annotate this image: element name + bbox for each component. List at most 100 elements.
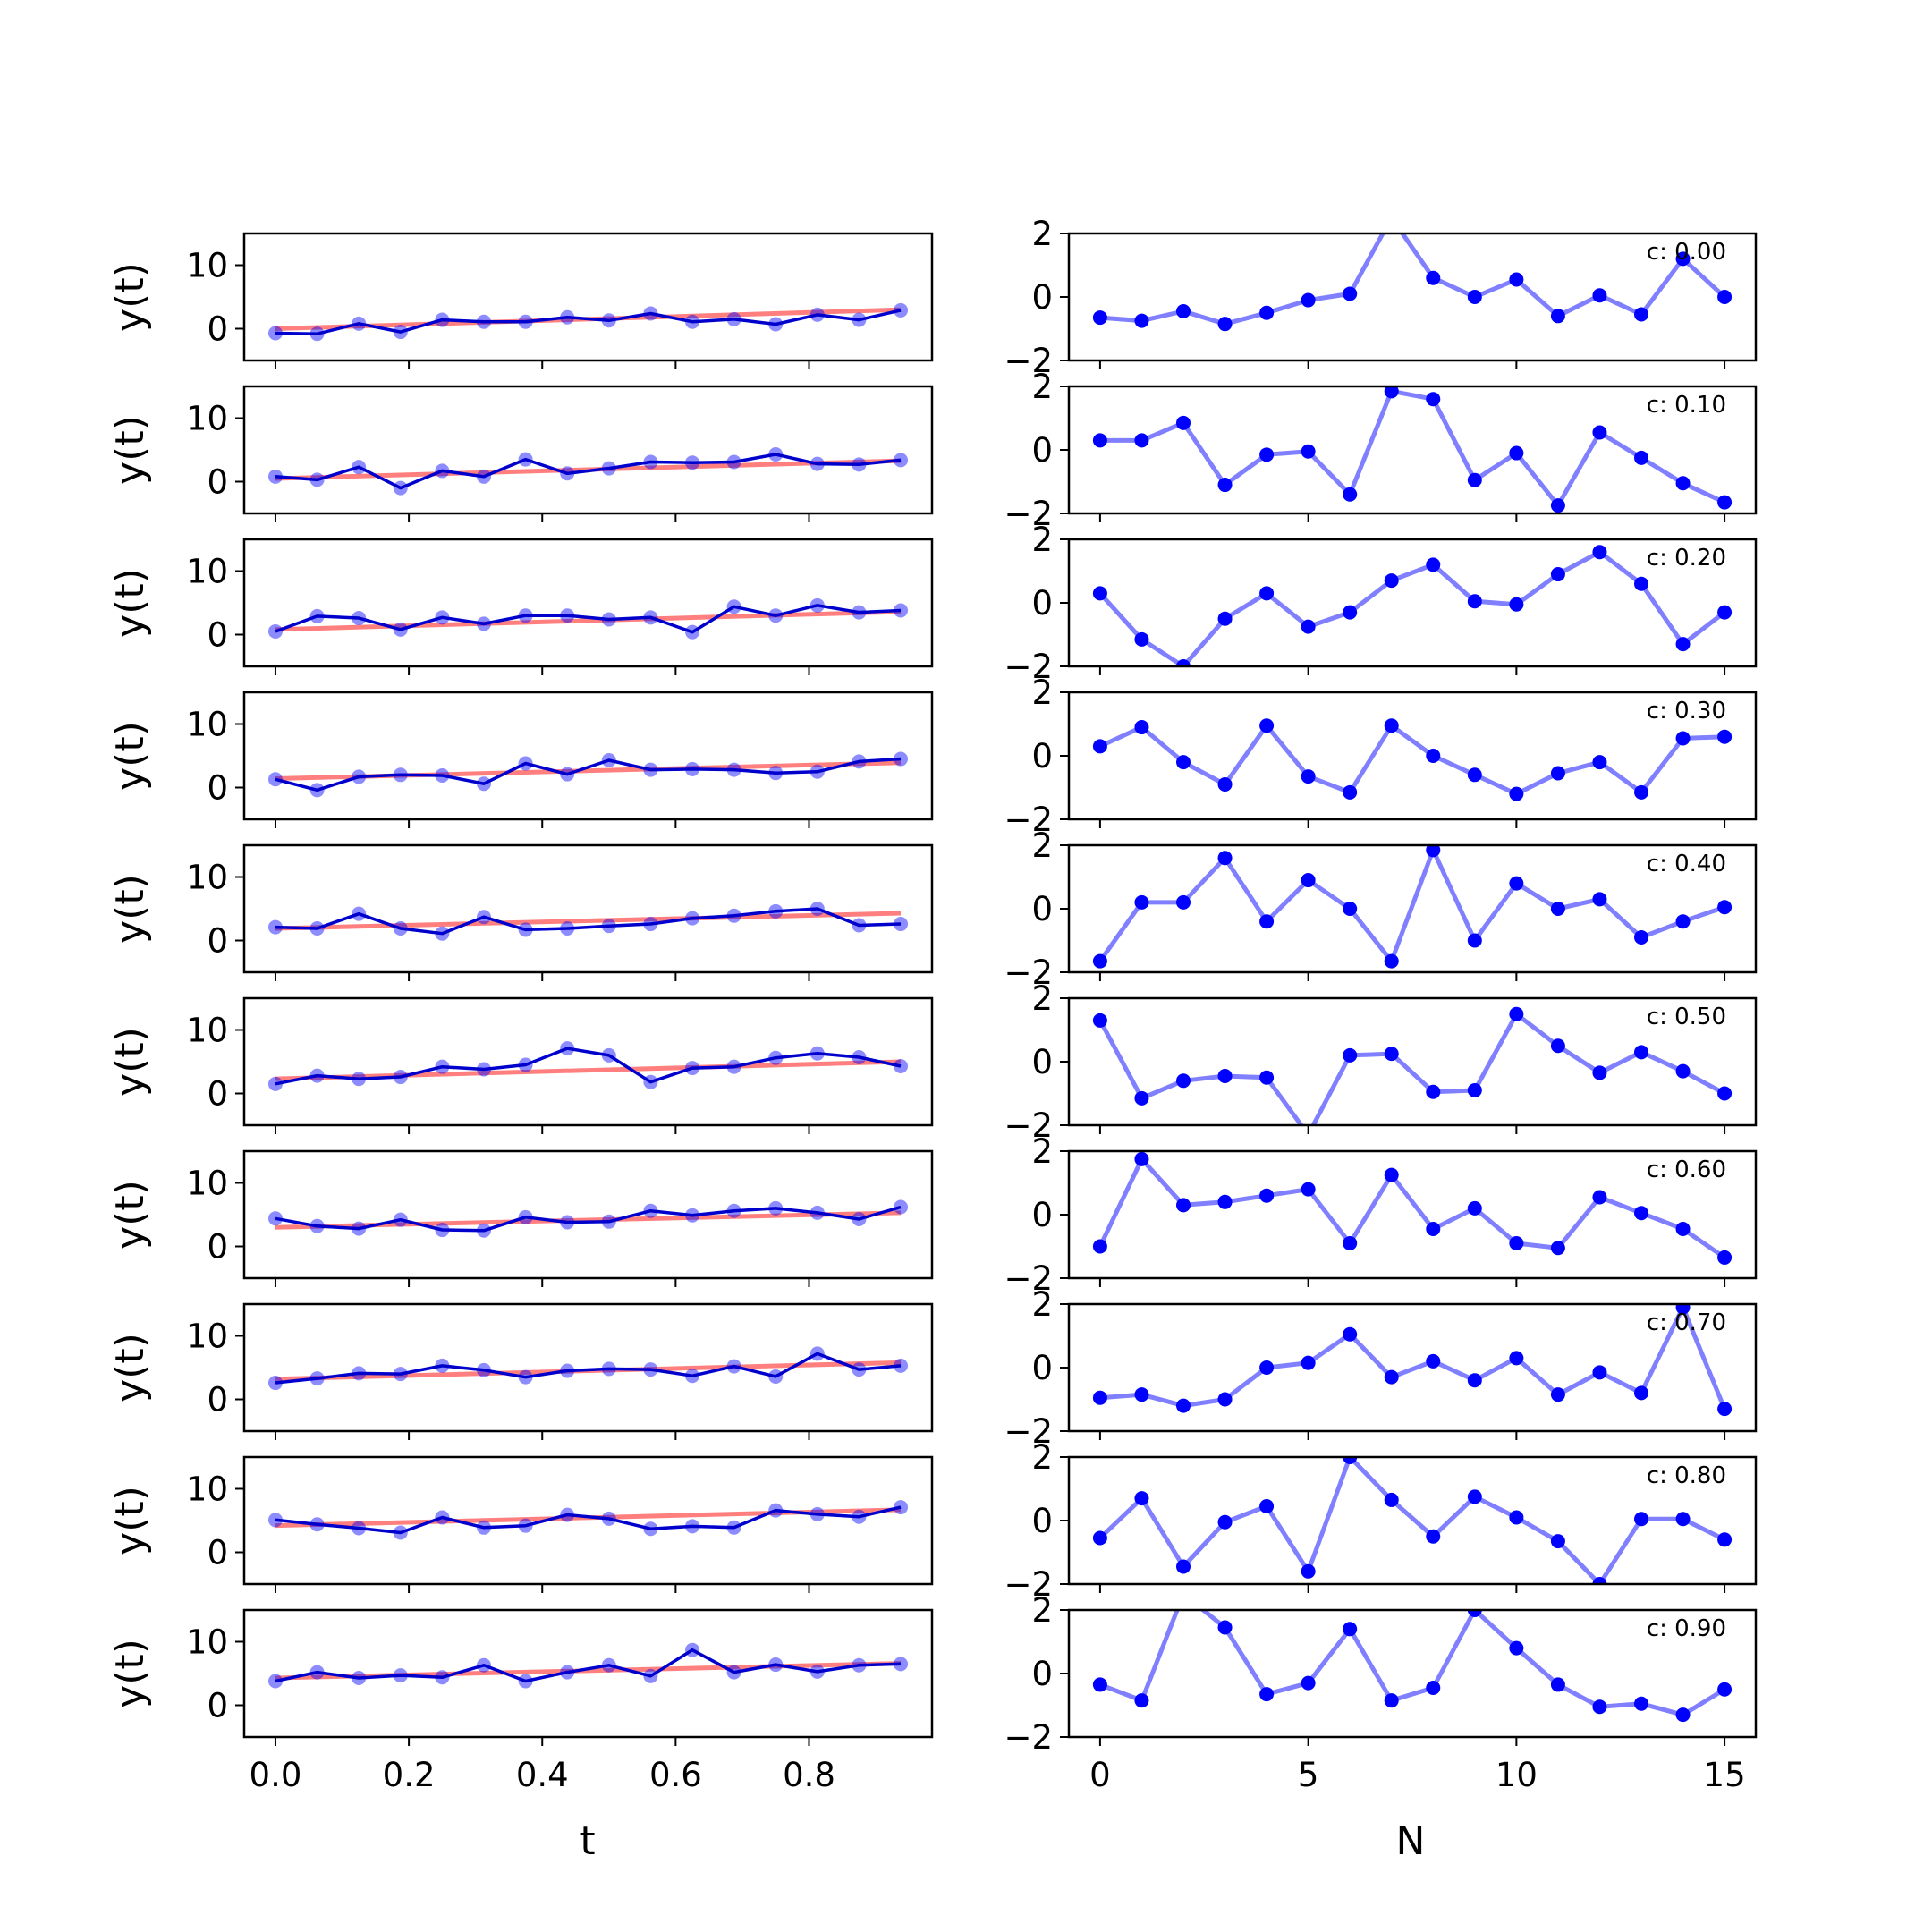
y-tick-label: 0 <box>1031 1196 1053 1234</box>
data-point <box>1717 729 1733 744</box>
axes-frame <box>242 996 934 1127</box>
axes-frame <box>242 1608 934 1739</box>
data-point <box>1467 290 1482 304</box>
right-panel-9: −2 0 2 0 5 10 15 c: 0.90 <box>1004 1591 1758 1794</box>
data-point <box>1217 851 1233 866</box>
left-column: 0 10 y(t) 0 10 y(t) 0 10 y(t) 0 10 y(t) 0 10 y(t) 0 10 y(… <box>107 232 934 1794</box>
series-line <box>275 1205 902 1233</box>
data-point <box>1343 902 1358 916</box>
x-tick-label: 0.2 <box>383 1756 436 1794</box>
y-tick-label: 10 <box>186 400 228 438</box>
x-tick-label: 0.8 <box>783 1756 835 1794</box>
data-marker <box>894 751 909 767</box>
y-tick-label: 0 <box>207 769 228 808</box>
data-point <box>1550 1387 1565 1402</box>
y-tick-label: 2 <box>1031 979 1053 1018</box>
data-point <box>1509 1510 1524 1525</box>
y-axis-title: y(t) <box>107 568 153 638</box>
data-point <box>1467 1373 1482 1388</box>
data-point <box>1176 1073 1191 1089</box>
data-point <box>1134 1693 1149 1708</box>
y-tick-label: 10 <box>186 1012 228 1050</box>
data-point <box>1467 1610 1482 1617</box>
data-point <box>1384 1492 1399 1507</box>
right-panel-5: −2 0 2 c: 0.50 <box>1004 979 1758 1145</box>
data-point <box>1467 1200 1482 1216</box>
data-point <box>1634 450 1648 465</box>
data-point <box>1717 1086 1733 1101</box>
y-tick-label: 2 <box>1031 826 1053 865</box>
data-point <box>1134 433 1149 448</box>
series-line <box>1097 847 1725 964</box>
axes-frame <box>242 691 934 821</box>
data-point <box>1217 1514 1233 1530</box>
data-point <box>1717 1682 1733 1697</box>
y-axis-title: y(t) <box>107 1180 153 1250</box>
data-point <box>1259 305 1275 320</box>
data-point <box>1385 210 1399 225</box>
y-tick-label: 2 <box>1031 368 1053 406</box>
left-panel-4: 0 10 y(t) <box>107 843 934 981</box>
data-point <box>1134 894 1149 910</box>
data-point <box>1509 272 1524 287</box>
y-tick-label: −2 <box>1004 342 1053 380</box>
axes-frame <box>242 1455 934 1586</box>
data-point <box>1426 1353 1441 1368</box>
data-point <box>1634 576 1648 591</box>
series-line <box>1098 549 1726 666</box>
data-point <box>1717 495 1733 510</box>
y-tick-label: 0 <box>1031 278 1053 317</box>
data-point <box>1467 933 1482 948</box>
y-tick-label: 0 <box>207 1687 228 1725</box>
axes-frame <box>242 385 934 515</box>
data-point <box>1467 767 1482 783</box>
data-point <box>1343 1622 1358 1637</box>
data-marker <box>894 453 909 468</box>
right-panel-3: −2 0 2 c: 0.30 <box>1004 674 1758 839</box>
left-panel-0: 0 10 y(t) <box>107 232 934 369</box>
y-tick-label: −2 <box>1004 1412 1053 1451</box>
data-point <box>1426 1680 1441 1695</box>
data-point <box>1301 1355 1316 1370</box>
right-panel-1: −2 0 2 c: 0.10 <box>1004 368 1758 533</box>
y-tick-label: −2 <box>1004 1718 1053 1757</box>
series-line <box>275 1648 902 1683</box>
plot-area <box>1092 1610 1733 1723</box>
x-tick-label: 5 <box>1298 1756 1319 1794</box>
y-tick-label: 0 <box>1031 1502 1053 1540</box>
data-point <box>1467 1082 1482 1097</box>
left-panel-1: 0 10 y(t) <box>107 385 934 522</box>
series-line <box>275 1505 902 1535</box>
left-panel-6: 0 10 y(t) <box>107 1149 934 1287</box>
data-point <box>1675 1063 1690 1079</box>
y-tick-label: 10 <box>186 1623 228 1662</box>
data-point <box>1634 1696 1648 1711</box>
trend-line <box>275 1059 902 1081</box>
series-line <box>1098 723 1725 797</box>
y-axis-title: y(t) <box>107 262 153 332</box>
data-point <box>1384 1046 1399 1062</box>
series-line <box>275 453 902 490</box>
y-tick-label: 2 <box>1031 1591 1053 1630</box>
data-point <box>1176 1398 1191 1413</box>
data-point <box>1217 1194 1233 1209</box>
data-point <box>1467 1489 1482 1504</box>
data-point <box>1343 1457 1358 1464</box>
data-point <box>1092 586 1107 601</box>
y-tick-label: 0 <box>207 463 228 502</box>
data-point <box>1092 1677 1107 1692</box>
y-tick-label: 2 <box>1031 1285 1053 1324</box>
y-tick-label: 0 <box>1031 890 1053 928</box>
data-point <box>1592 755 1607 770</box>
data-point <box>1134 1151 1149 1166</box>
data-point <box>1176 1559 1191 1574</box>
data-point <box>1217 611 1233 626</box>
y-tick-label: 10 <box>186 859 228 897</box>
data-point <box>1509 597 1524 612</box>
data-point <box>1592 425 1607 440</box>
data-point <box>1550 902 1565 916</box>
right-panel-4: −2 0 2 c: 0.40 <box>1004 826 1758 992</box>
plot-area <box>1092 1304 1733 1417</box>
data-point <box>1217 317 1233 332</box>
data-point <box>1092 1013 1107 1028</box>
